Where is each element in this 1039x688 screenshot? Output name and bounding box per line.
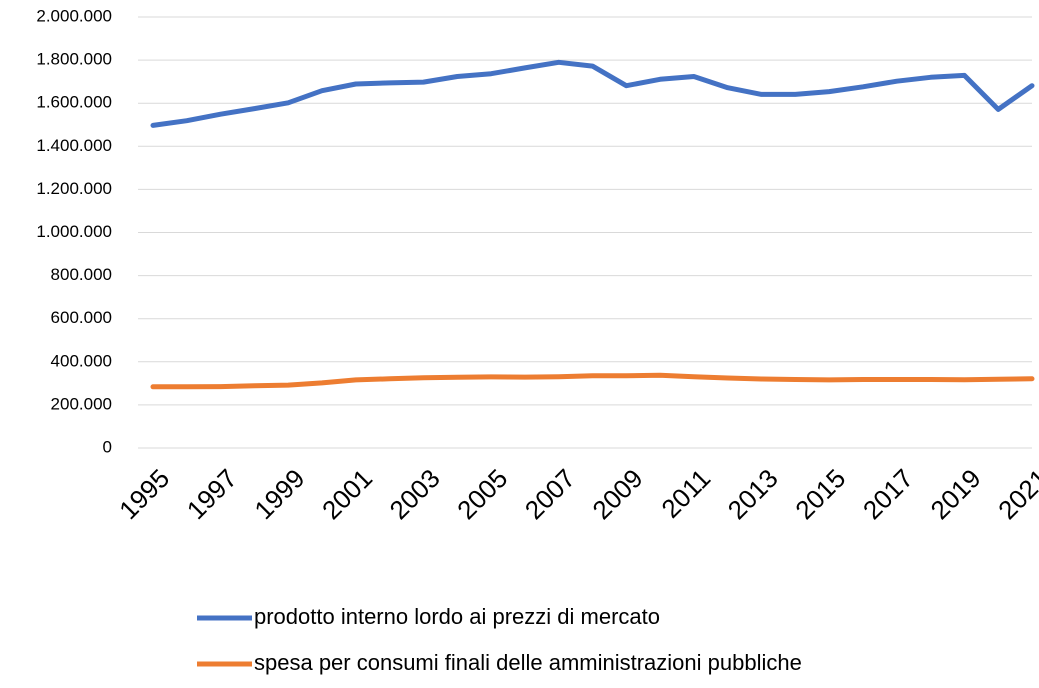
x-tick-label: 1995 [113,463,175,525]
x-tick-label: 1999 [248,463,310,525]
x-tick-label: 2013 [722,463,784,525]
x-tick-label: 2003 [384,463,446,525]
y-tick-label: 0 [103,437,112,456]
y-tick-label: 1.000.000 [36,222,112,241]
legend-label: prodotto interno lordo ai prezzi di merc… [254,604,660,629]
x-tick-label: 1997 [181,463,243,525]
x-tick-label: 2011 [655,463,716,524]
x-tick-label: 2021 [992,463,1039,525]
y-tick-label: 1.400.000 [36,136,112,155]
x-tick-label: 2017 [857,463,919,525]
y-tick-label: 200.000 [51,394,112,413]
y-tick-label: 1.600.000 [36,93,112,112]
x-tick-label: 2015 [789,463,851,525]
y-tick-label: 800.000 [51,265,112,284]
x-tick-label: 2019 [925,463,987,525]
x-tick-label: 2009 [586,463,648,525]
y-tick-label: 400.000 [51,351,112,370]
x-tick-label: 2007 [519,463,581,525]
y-tick-label: 2.000.000 [36,6,112,25]
legend-label: spesa per consumi finali delle amministr… [254,650,802,675]
y-tick-label: 1.200.000 [36,179,112,198]
x-tick-label: 2001 [316,463,378,525]
line-series [150,372,1035,390]
x-tick-label: 2005 [451,463,513,525]
y-tick-label: 1.800.000 [36,50,112,69]
line-series [150,59,1035,128]
y-tick-label: 600.000 [51,308,112,327]
